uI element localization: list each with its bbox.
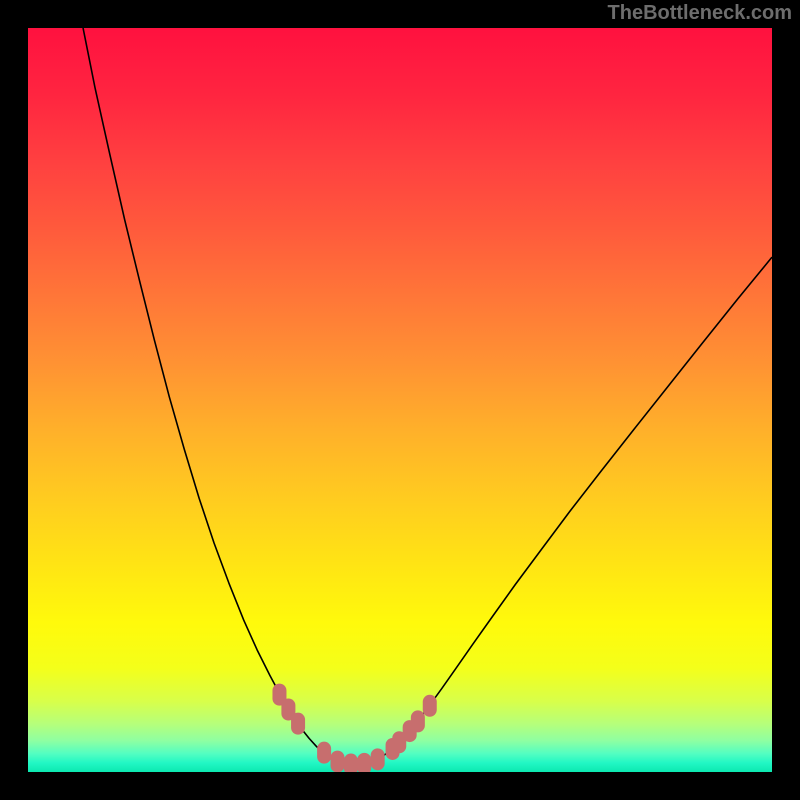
highlight-marker: [371, 748, 385, 770]
highlight-marker: [411, 710, 425, 732]
highlight-marker: [317, 742, 331, 764]
highlight-marker: [291, 713, 305, 735]
highlight-marker: [357, 753, 371, 772]
highlight-marker: [344, 754, 358, 772]
plot-background: [28, 28, 772, 772]
chart-frame: TheBottleneck.com: [0, 0, 800, 800]
plot-area: [28, 28, 772, 772]
highlight-marker: [423, 695, 437, 717]
highlight-marker: [331, 751, 345, 772]
plot-svg: [28, 28, 772, 772]
watermark-text: TheBottleneck.com: [608, 2, 792, 25]
